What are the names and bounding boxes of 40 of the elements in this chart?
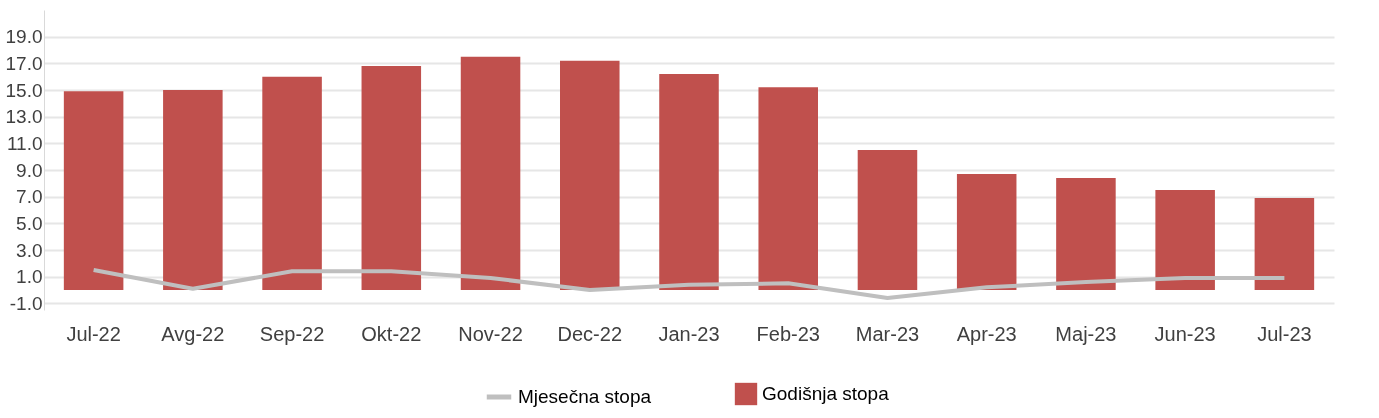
bar bbox=[1254, 198, 1315, 290]
y-tick-label: 19.0 bbox=[5, 26, 43, 48]
x-tick-label: Jul-23 bbox=[1257, 322, 1312, 345]
y-tick-label: 3.0 bbox=[16, 239, 43, 261]
y-tick-label: 13.0 bbox=[5, 106, 43, 128]
legend-label: Godišnja stopa bbox=[762, 383, 890, 404]
bar bbox=[1056, 178, 1116, 290]
y-tick-label: -1.0 bbox=[9, 292, 43, 314]
bar bbox=[63, 91, 124, 290]
y-tick-label: 15.0 bbox=[5, 79, 43, 101]
bar bbox=[560, 60, 620, 290]
bar bbox=[956, 174, 1017, 290]
y-tick-label: 5.0 bbox=[16, 212, 43, 234]
bar bbox=[361, 66, 422, 290]
bar bbox=[659, 74, 719, 290]
x-tick-label: Sep-22 bbox=[259, 322, 325, 345]
y-tick-label: 17.0 bbox=[5, 52, 43, 74]
x-tick-label: Nov-22 bbox=[458, 322, 523, 345]
x-tick-label: Jan-23 bbox=[658, 322, 720, 345]
y-tick-label: 7.0 bbox=[16, 186, 43, 208]
y-tick-label: 9.0 bbox=[16, 159, 43, 181]
y-tick-label: 11.0 bbox=[6, 132, 43, 154]
x-tick-label: Mar-23 bbox=[855, 322, 920, 345]
x-tick-label: Apr-23 bbox=[956, 322, 1017, 345]
x-tick-label: Avg-22 bbox=[161, 322, 225, 345]
y-tick-label: 1.0 bbox=[16, 266, 43, 288]
bar bbox=[758, 87, 818, 290]
x-tick-label: Maj-23 bbox=[1055, 322, 1117, 345]
x-tick-label: Okt-22 bbox=[361, 322, 422, 345]
bar bbox=[1155, 190, 1215, 290]
x-tick-label: Jul-22 bbox=[66, 322, 121, 345]
x-tick-label: Feb-23 bbox=[756, 322, 820, 345]
bar bbox=[262, 76, 322, 290]
x-tick-label: Jun-23 bbox=[1154, 322, 1216, 345]
bar bbox=[460, 56, 521, 290]
legend-label: Mjesečna stopa bbox=[518, 386, 652, 407]
line-series bbox=[91, 268, 1287, 300]
bar bbox=[163, 90, 223, 290]
bar bbox=[857, 150, 918, 290]
x-tick-label: Dec-22 bbox=[557, 322, 623, 345]
